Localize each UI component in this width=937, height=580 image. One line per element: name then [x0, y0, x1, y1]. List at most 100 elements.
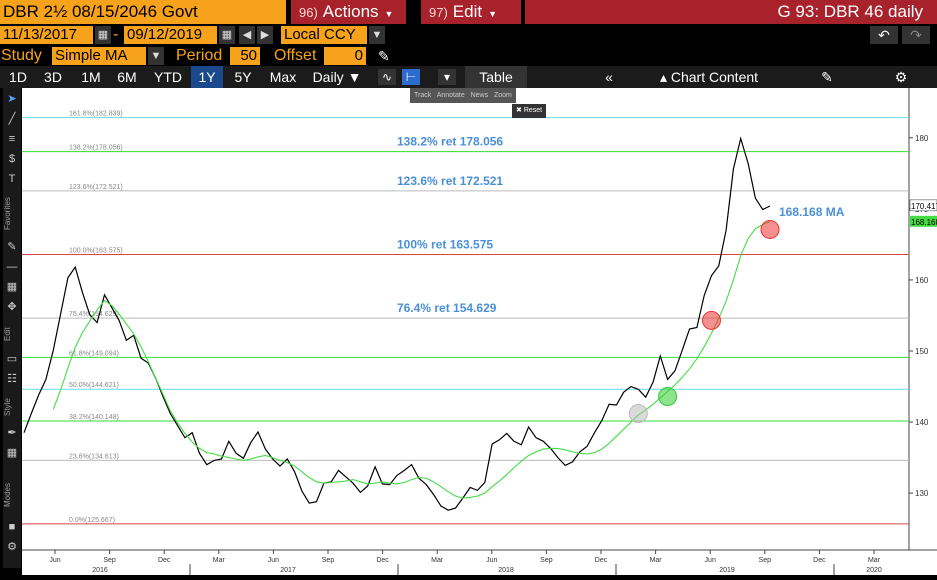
edit-button[interactable]: 97) Edit ▼ [421, 0, 521, 24]
end-date-field[interactable]: 09/12/2019 [124, 26, 217, 44]
fib-label-7: 38.2%(140.148) [69, 414, 119, 421]
period-max[interactable]: Max [269, 69, 297, 85]
calendar-icon[interactable]: ▦ [95, 26, 111, 44]
zoom-button[interactable]: Zoom [493, 92, 512, 99]
period-1d[interactable]: 1D [9, 69, 27, 85]
move-icon[interactable]: ✥ [7, 301, 17, 313]
start-date-field[interactable]: 11/13/2017 [0, 26, 93, 44]
annotation-4: 168.168 MA [779, 205, 845, 219]
last-price-tag: 170.417 [911, 202, 937, 211]
bar-chart-icon[interactable]: ⊢ [402, 69, 420, 85]
next-arrow-icon[interactable]: ▶ [257, 26, 273, 44]
copy-icon[interactable]: ☷ [7, 373, 17, 385]
annotate-button[interactable]: Annotate [436, 92, 465, 99]
chart-title: G 93: DBR 46 daily [525, 0, 937, 24]
edit-label: Edit [452, 2, 483, 21]
highlight-circle-3 [760, 219, 780, 239]
fib-label-5: 61.8%(149.094) [69, 350, 119, 357]
y-tick-label-0: 130 [915, 489, 929, 498]
currency-dropdown[interactable]: Local CCY [281, 26, 367, 44]
fib-label-1: 138.2%(178.056) [69, 145, 123, 152]
chart-content-button[interactable]: ▴ Chart Content [650, 66, 768, 88]
period-1y[interactable]: 1Y [191, 66, 223, 88]
drawing-toolbar: ➤ ╱ ≡ $ T Favorites ✎ — ▦ ✥ Edit ▭ ☷ Sty… [3, 88, 21, 568]
frequency-dropdown[interactable]: Daily ▼ [306, 66, 368, 88]
period-1m[interactable]: 1M [81, 69, 101, 85]
period-ytd[interactable]: YTD [154, 69, 182, 85]
caret-down-icon: ▼ [347, 69, 362, 85]
x-tick-label-6: Dec [376, 557, 389, 564]
prev-arrow-icon[interactable]: ◀ [239, 26, 255, 44]
period-3d[interactable]: 3D [44, 69, 62, 85]
annotation-2: 100% ret 163.575 [397, 237, 493, 251]
chevron-down-icon: ▼ [384, 9, 394, 19]
offset-label: Offset [274, 47, 317, 64]
style-label: Style [3, 398, 12, 416]
chevron-down-icon[interactable]: ▼ [369, 26, 385, 44]
offset-input[interactable]: 0 [324, 47, 366, 65]
period-input[interactable]: 50 [230, 47, 260, 65]
study-dropdown[interactable]: Simple MA [52, 47, 146, 65]
grid-icon[interactable]: ▦ [6, 447, 18, 459]
fib-tool-icon[interactable]: ≡ [8, 133, 16, 145]
table-button[interactable]: Table [465, 66, 527, 88]
x-year-label-2: 2018 [498, 567, 514, 574]
chevron-down-icon: ▼ [488, 9, 498, 19]
redo-icon[interactable]: ↷ [902, 26, 930, 44]
x-year-label-1: 2017 [280, 567, 296, 574]
minus-icon[interactable]: — [6, 261, 18, 273]
x-year-label-3: 2019 [719, 567, 735, 574]
edit-side-label: Edit [3, 327, 12, 341]
x-tick-label-5: Sep [322, 557, 335, 564]
gear-icon[interactable]: ⚙ [7, 541, 17, 553]
mini-toolbar: Track Annotate News Zoom [410, 88, 516, 103]
chart-content-label: Chart Content [670, 69, 759, 85]
modes-label: Modes [3, 483, 12, 508]
price-chart[interactable]: 161.8%(182.839) 138.2%(178.056) 123.6%(172… [22, 88, 937, 575]
ruler-icon[interactable]: ▦ [6, 281, 18, 293]
period-6m[interactable]: 6M [117, 69, 137, 85]
reset-label: Reset [523, 107, 543, 114]
chevron-down-icon[interactable]: ▼ [148, 47, 164, 65]
reset-button[interactable]: ✖ Reset [512, 104, 547, 118]
x-tick-label-14: Dec [813, 557, 826, 564]
undo-icon[interactable]: ↶ [870, 26, 898, 44]
calendar-icon[interactable]: ▦ [219, 26, 235, 44]
actions-number: 96) [299, 5, 318, 20]
news-button[interactable]: News [470, 92, 489, 99]
gear-icon[interactable]: ⚙ [894, 69, 908, 85]
period-label: Period [176, 47, 223, 64]
chart-content-icon: ▴ [659, 69, 667, 85]
period-5y[interactable]: 5Y [234, 69, 252, 85]
fib-label-3: 100.0%(163.575) [69, 247, 123, 254]
annotation-1: 123.6% ret 172.521 [397, 174, 503, 188]
x-tick-label-1: Sep [103, 557, 116, 564]
security-field[interactable]: DBR 2½ 08/15/2046 Govt [0, 0, 286, 24]
brush-icon[interactable]: ✎ [7, 241, 17, 253]
y-tick-label-5: 180 [915, 134, 929, 143]
cursor-icon[interactable]: ➤ [7, 93, 17, 105]
collapse-icon[interactable]: « [605, 69, 613, 85]
pen-icon[interactable]: ✒ [7, 427, 17, 439]
x-tick-label-9: Sep [540, 557, 553, 564]
line-tool-icon[interactable]: ╱ [8, 113, 16, 125]
chevron-down-icon[interactable]: ▾ [438, 69, 456, 85]
x-tick-label-15: Mar [868, 557, 881, 564]
last-price-tag-box [909, 199, 937, 212]
fib-label-0: 161.8%(182.839) [69, 111, 123, 118]
chart-svg: 161.8%(182.839) 138.2%(178.056) 123.6%(172… [22, 88, 937, 575]
edit-chart-icon[interactable]: ✎ [821, 69, 833, 85]
trash-icon[interactable]: ▭ [6, 353, 18, 365]
x-tick-label-13: Sep [759, 557, 772, 564]
lock-icon[interactable]: ■ [8, 521, 16, 533]
dollar-tool-icon[interactable]: $ [8, 153, 16, 165]
series-line-0 [23, 136, 771, 511]
pencil-icon[interactable]: ✎ [378, 48, 390, 64]
actions-button[interactable]: 96) Actions ▼ [291, 0, 406, 24]
highlight-circle-1 [658, 386, 678, 406]
date-range-bar: 11/13/2017 ▦ - 09/12/2019 ▦ ◀ ▶ Local CC… [0, 24, 937, 46]
text-tool-icon[interactable]: T [8, 173, 16, 185]
track-button[interactable]: Track [414, 92, 432, 99]
x-tick-label-10: Dec [595, 557, 608, 564]
line-chart-icon[interactable]: ∿ [378, 69, 396, 85]
